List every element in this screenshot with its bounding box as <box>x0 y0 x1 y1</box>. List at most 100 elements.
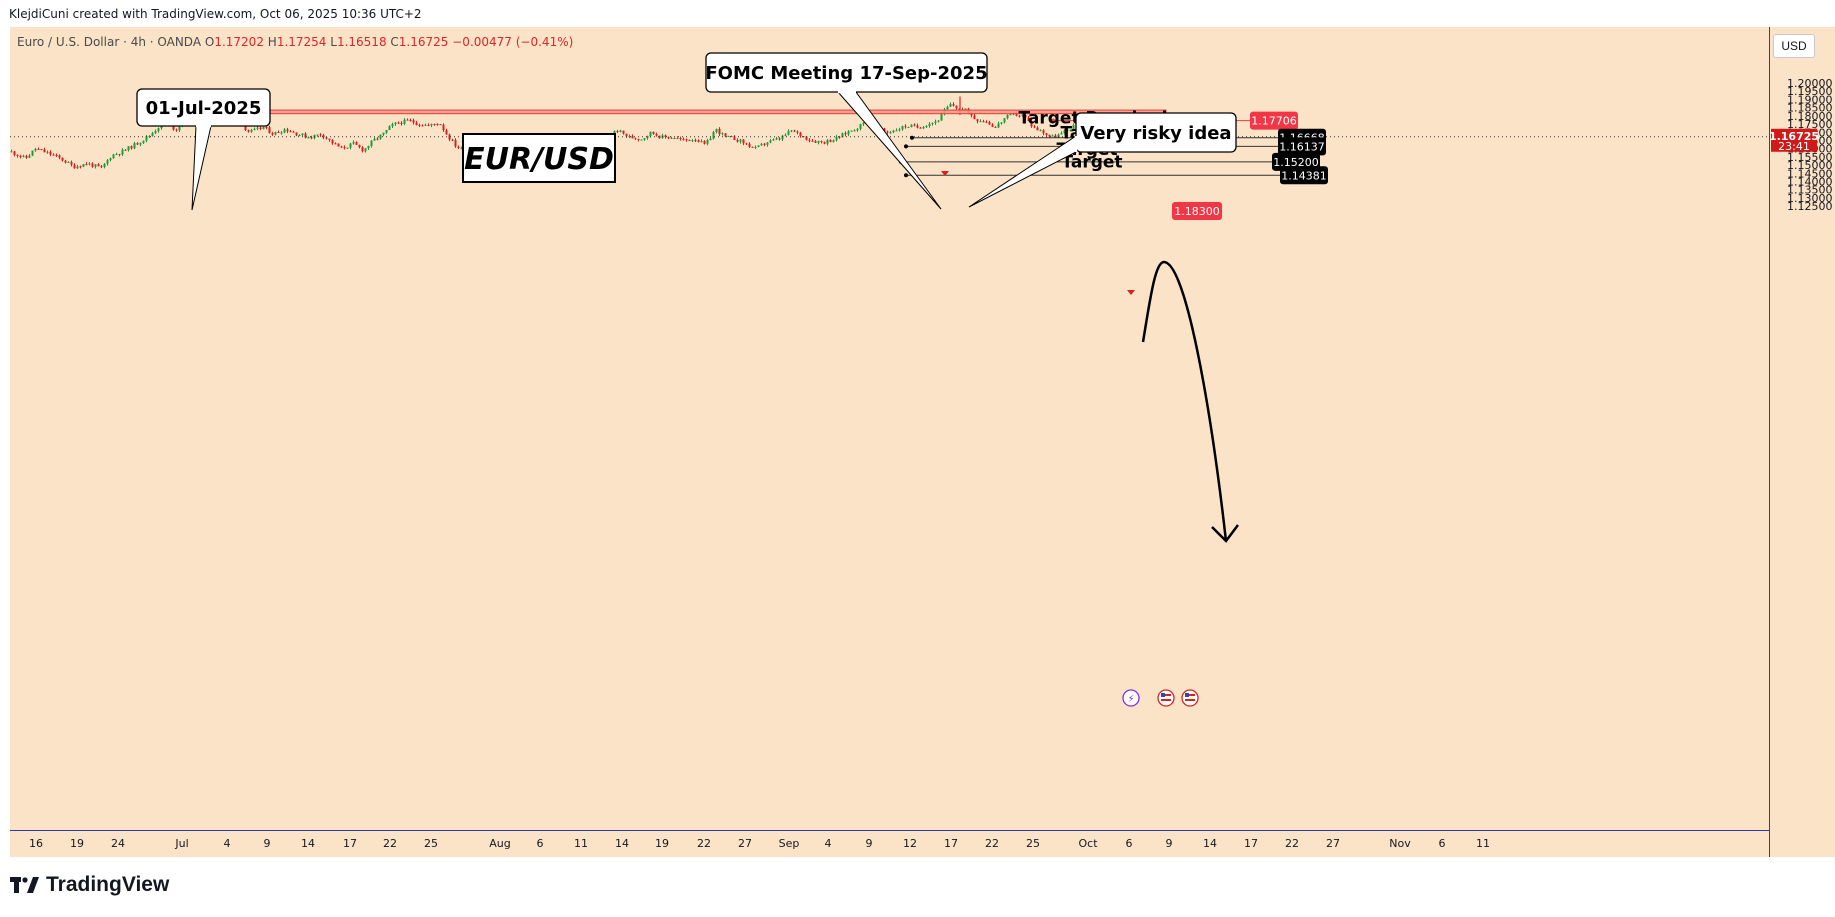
candle-body <box>343 147 346 149</box>
price-axis[interactable] <box>1769 27 1835 857</box>
candle-body <box>886 131 889 133</box>
candle-body <box>46 151 49 153</box>
high-marker <box>941 171 949 176</box>
candle-body <box>448 134 451 140</box>
chart-plot-area[interactable] <box>10 27 1769 830</box>
candle-body <box>289 131 292 133</box>
candle-body <box>856 128 859 131</box>
candle-body <box>952 104 955 106</box>
time-tick-label: 14 <box>615 837 629 850</box>
candle-body <box>754 146 757 148</box>
candle-body <box>379 134 382 139</box>
entry-price-tag-bg <box>1250 111 1298 130</box>
candle-body <box>1069 129 1072 131</box>
time-tick-label: 24 <box>111 837 125 850</box>
candle-body <box>64 160 67 163</box>
candle-body <box>979 121 982 123</box>
resistance-zone <box>163 109 1167 115</box>
candle-body <box>415 122 418 125</box>
bottom-bar <box>0 857 1835 917</box>
candle-body <box>973 115 976 120</box>
candle-body <box>28 155 31 158</box>
time-tick-label: 17 <box>1244 837 1258 850</box>
time-tick-label: 22 <box>383 837 397 850</box>
event-markers: ⚡ <box>1122 689 1199 707</box>
author-credit: KlejdiCuni created with TradingView.com,… <box>9 7 422 21</box>
current-price-tag: 1.16725 <box>1769 130 1819 143</box>
candle-body <box>1000 122 1003 124</box>
candle-body <box>301 133 304 135</box>
time-tick-label: 22 <box>697 837 711 850</box>
projection-arrow <box>1141 260 1228 542</box>
price-tick-label: 1.15000 <box>1787 159 1833 172</box>
candle-body <box>781 135 784 140</box>
candle-body <box>712 131 715 139</box>
tradingview-brand[interactable]: TradingView <box>10 873 169 897</box>
target-price-tag-bg <box>1278 137 1326 156</box>
candle-body <box>445 130 448 135</box>
time-tick-label: 14 <box>301 837 315 850</box>
close-label: C <box>390 35 399 49</box>
candle-body <box>244 125 247 131</box>
candle-body <box>946 106 949 110</box>
candle-body <box>703 140 706 144</box>
time-axis[interactable] <box>10 830 1769 858</box>
candle-body <box>1063 130 1066 134</box>
candle-body <box>1009 114 1012 116</box>
tradingview-logo-icon <box>10 877 39 893</box>
candle-body <box>910 124 913 127</box>
candle-body <box>625 133 628 137</box>
candle-body <box>319 134 322 136</box>
candle-body <box>82 164 85 167</box>
candle-body <box>427 124 430 126</box>
candle-body <box>913 124 916 126</box>
candle-body <box>676 138 679 140</box>
candle-body <box>337 143 340 147</box>
candle-body <box>811 140 814 142</box>
flag-stripe <box>1161 694 1171 696</box>
candle-body <box>1003 118 1006 123</box>
candle-body <box>409 120 412 122</box>
candle-body <box>916 125 919 128</box>
time-tick-label: 19 <box>655 837 669 850</box>
time-tick-label: Jul <box>174 837 188 850</box>
candle-body <box>40 149 43 151</box>
symbol-legend[interactable]: Euro / U.S. Dollar · 4h · OANDA O1.17202… <box>17 35 573 49</box>
candle-body <box>991 124 994 127</box>
time-tick-label: 25 <box>424 837 438 850</box>
candle-body <box>682 138 685 140</box>
candle-body <box>376 138 379 140</box>
candle-body <box>721 133 724 135</box>
price-tick-label: 1.13500 <box>1787 184 1833 197</box>
candle-body <box>640 139 643 141</box>
candle-body <box>862 122 865 125</box>
price-tick-label: 1.13000 <box>1787 192 1833 205</box>
candle-body <box>406 119 409 121</box>
candle-body <box>127 146 130 151</box>
candle-body <box>937 120 940 122</box>
candle-body <box>832 140 835 143</box>
candle-body <box>16 154 19 156</box>
time-tick-label: 9 <box>1166 837 1173 850</box>
candle-body <box>397 122 400 124</box>
lightning-event-icon <box>1122 689 1140 707</box>
time-tick-label: 9 <box>264 837 271 850</box>
currency-button[interactable]: USD <box>1773 34 1815 58</box>
title-box-frame <box>462 133 616 183</box>
candle-body <box>457 146 460 148</box>
candle-body <box>688 140 691 142</box>
candle-body <box>73 164 76 169</box>
candle-body <box>643 138 646 140</box>
time-tick-label: 16 <box>29 837 43 850</box>
candle-body <box>769 140 772 143</box>
candle-body <box>757 145 760 147</box>
lightning-glyph: ⚡ <box>1127 694 1134 705</box>
candle-body <box>436 124 439 126</box>
candle-body <box>148 135 151 137</box>
candle-body <box>271 133 274 135</box>
candle-body <box>634 138 637 140</box>
candle-body <box>883 128 886 132</box>
candle-body <box>112 154 115 159</box>
candle-body <box>124 149 127 151</box>
low-label: L <box>330 35 337 49</box>
